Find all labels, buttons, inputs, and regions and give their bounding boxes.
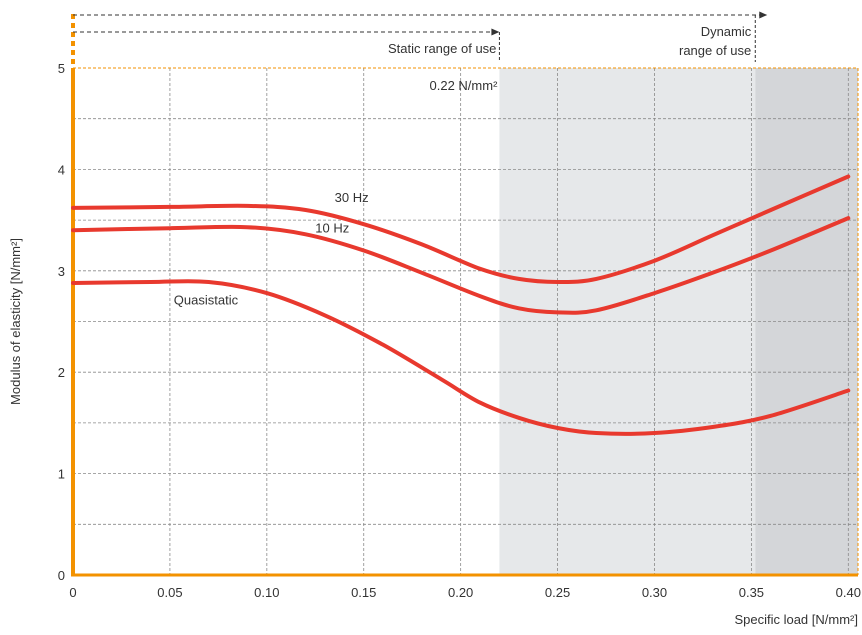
text-labels: 0 0.05 0.10 0.15 0.20 0.25 0.30 0.35 0.40 0 1 2 3 4 5 S… bbox=[8, 61, 861, 627]
x-tick-label: 0.15 bbox=[351, 585, 376, 600]
threshold-label: 0.22 N/mm² bbox=[430, 78, 499, 93]
series-label-10-hz: 10 Hz bbox=[315, 220, 349, 235]
dynamic-range-label-line1: Dynamic bbox=[701, 24, 752, 39]
y-tick-label: 3 bbox=[58, 264, 65, 279]
x-tick-label: 0.20 bbox=[448, 585, 473, 600]
static-range-label: Static range of use bbox=[388, 41, 496, 56]
y-tick-label: 2 bbox=[58, 365, 65, 380]
x-tick-label: 0.35 bbox=[739, 585, 764, 600]
grid-lines bbox=[73, 67, 859, 575]
series-line-10-hz bbox=[71, 216, 851, 315]
dynamic-range-label-line2: range of use bbox=[679, 43, 751, 58]
y-axis-label: Modulus of elasticity [N/mm²] bbox=[8, 238, 23, 405]
range-annotations: Static range of use Dynamic range of use 0.… bbox=[73, 11, 768, 93]
series-lines bbox=[71, 174, 851, 436]
y-tick-label: 1 bbox=[58, 467, 65, 482]
x-tick-label: 0.10 bbox=[254, 585, 279, 600]
x-tick-label: 0.25 bbox=[545, 585, 570, 600]
series-line-30-hz bbox=[71, 174, 851, 285]
x-tick-label: 0.05 bbox=[157, 585, 182, 600]
x-tick-label: 0.30 bbox=[642, 585, 667, 600]
x-tick-label: 0 bbox=[69, 585, 76, 600]
range-region-1 bbox=[499, 68, 756, 575]
x-axis-label: Specific load [N/mm²] bbox=[734, 612, 858, 627]
x-tick-label: 0.40 bbox=[836, 585, 861, 600]
dynamic-range-arrowhead bbox=[759, 11, 768, 19]
y-tick-label: 5 bbox=[58, 61, 65, 76]
y-tick-label: 0 bbox=[58, 568, 65, 583]
series-label-30-hz: 30 Hz bbox=[335, 190, 369, 205]
axes bbox=[71, 14, 858, 577]
y-tick-label: 4 bbox=[58, 162, 65, 177]
static-range-arrowhead bbox=[491, 28, 500, 36]
series-line-quasistatic bbox=[71, 279, 851, 436]
series-label-quasistatic: Quasistatic bbox=[174, 292, 239, 307]
